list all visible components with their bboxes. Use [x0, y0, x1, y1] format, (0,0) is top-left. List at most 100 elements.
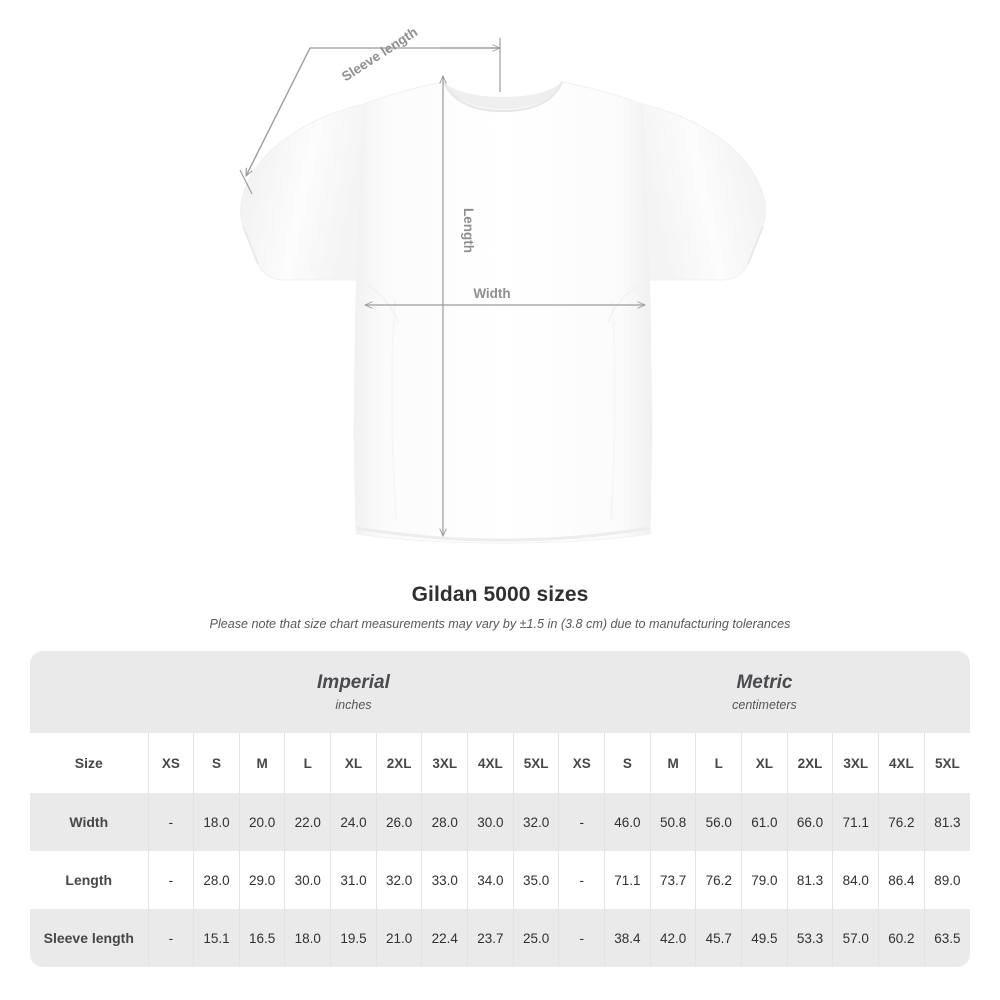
- tolerance-note: Please note that size chart measurements…: [209, 617, 791, 631]
- row-label-sleeve-length: Sleeve length: [30, 909, 148, 967]
- cell-sleeve-length-imperial-xl: 19.5: [330, 909, 377, 967]
- shirt-body: [353, 81, 653, 544]
- left-sleeve-hem: [242, 225, 259, 265]
- column-header-xs-metric: XS: [558, 733, 605, 793]
- cell-length-imperial-xl: 31.0: [330, 851, 377, 909]
- unit-header-imperial: Imperial inches: [148, 651, 559, 733]
- cell-sleeve-length-metric-5xl: 63.5: [923, 909, 970, 967]
- cell-length-metric-xs: -: [558, 851, 605, 909]
- column-header-2xl-imperial: 2XL: [375, 733, 422, 793]
- cell-width-imperial-4xl: 30.0: [467, 793, 514, 851]
- column-header-3xl-metric: 3XL: [832, 733, 879, 793]
- cell-width-imperial-2xl: 26.0: [375, 793, 422, 851]
- cell-sleeve-length-imperial-5xl: 25.0: [512, 909, 559, 967]
- column-header-size: Size: [30, 733, 148, 793]
- cell-sleeve-length-metric-s: 38.4: [604, 909, 651, 967]
- cell-width-imperial-3xl: 28.0: [421, 793, 468, 851]
- cell-sleeve-length-metric-2xl: 53.3: [786, 909, 833, 967]
- fold-armpit-left: [361, 281, 399, 323]
- tshirt-illustration: Sleeve length Length Width: [239, 24, 766, 544]
- tshirt-shape: [240, 81, 766, 544]
- size-chart-table-container: Imperial inches Metric centimeters Size XS S M L…: [30, 651, 970, 967]
- cell-width-imperial-l: 22.0: [284, 793, 331, 851]
- unit-subtitle: centimeters: [732, 697, 797, 712]
- column-header-4xl-imperial: 4XL: [467, 733, 514, 793]
- column-header-xl-metric: XL: [741, 733, 788, 793]
- length-label: Length: [461, 208, 476, 253]
- cell-sleeve-length-metric-l: 45.7: [695, 909, 742, 967]
- cell-length-imperial-xs: -: [147, 851, 194, 909]
- page-title: Gildan 5000 sizes: [411, 583, 589, 606]
- cell-length-imperial-4xl: 34.0: [467, 851, 514, 909]
- unit-row-spacer: [30, 651, 148, 733]
- hem-shadow: [355, 526, 651, 542]
- column-header-l-imperial: L: [284, 733, 331, 793]
- cell-width-imperial-5xl: 32.0: [512, 793, 559, 851]
- cell-sleeve-length-metric-m: 42.0: [649, 909, 696, 967]
- sleeve-length-tick-end: [239, 169, 253, 195]
- cell-sleeve-length-imperial-m: 16.5: [238, 909, 285, 967]
- cell-length-metric-5xl: 89.0: [923, 851, 970, 909]
- cell-sleeve-length-metric-3xl: 57.0: [832, 909, 879, 967]
- cell-width-imperial-xl: 24.0: [330, 793, 377, 851]
- row-label-width: Width: [30, 793, 148, 851]
- cell-sleeve-length-imperial-s: 15.1: [193, 909, 240, 967]
- fold-left: [391, 299, 397, 521]
- cell-length-imperial-s: 28.0: [193, 851, 240, 909]
- table-row: Length -28.0 29.0 30.0 31.0 32.0 33.0 34.0 35.0-…: [30, 851, 970, 909]
- cell-width-metric-3xl: 71.1: [832, 793, 879, 851]
- cell-width-metric-xl: 61.0: [741, 793, 788, 851]
- column-header-3xl-imperial: 3XL: [421, 733, 468, 793]
- cell-width-metric-l: 56.0: [695, 793, 742, 851]
- cell-width-imperial-m: 20.0: [238, 793, 285, 851]
- cell-width-metric-5xl: 81.3: [923, 793, 970, 851]
- cell-length-imperial-l: 30.0: [284, 851, 331, 909]
- row-label-length: Length: [30, 851, 148, 909]
- unit-header-metric: Metric centimeters: [558, 651, 970, 733]
- column-header-m-metric: M: [649, 733, 696, 793]
- column-header-4xl-metric: 4XL: [878, 733, 925, 793]
- unit-header-row: Imperial inches Metric centimeters: [30, 651, 970, 733]
- unit-subtitle: inches: [335, 697, 372, 712]
- cell-sleeve-length-imperial-xs: -: [147, 909, 194, 967]
- cell-length-metric-2xl: 81.3: [786, 851, 833, 909]
- cell-width-metric-2xl: 66.0: [786, 793, 833, 851]
- column-header-l-metric: L: [695, 733, 742, 793]
- cell-length-metric-3xl: 84.0: [832, 851, 879, 909]
- fold-right: [610, 299, 616, 521]
- cell-length-imperial-m: 29.0: [238, 851, 285, 909]
- sleeve-length-line-arrow-left: [245, 47, 311, 176]
- size-chart-table: Imperial inches Metric centimeters Size XS S M L…: [30, 651, 970, 967]
- unit-name: Metric: [736, 671, 793, 693]
- cell-width-imperial-xs: -: [147, 793, 194, 851]
- cell-length-metric-l: 76.2: [695, 851, 742, 909]
- cell-length-metric-s: 71.1: [604, 851, 651, 909]
- cell-width-metric-m: 50.8: [649, 793, 696, 851]
- cell-sleeve-length-imperial-l: 18.0: [284, 909, 331, 967]
- left-sleeve: [240, 103, 365, 281]
- cell-sleeve-length-metric-xl: 49.5: [741, 909, 788, 967]
- cell-sleeve-length-metric-4xl: 60.2: [878, 909, 925, 967]
- column-header-xl-imperial: XL: [330, 733, 377, 793]
- column-header-s-metric: S: [604, 733, 651, 793]
- cell-length-metric-xl: 79.0: [741, 851, 788, 909]
- unit-name: Imperial: [317, 671, 390, 693]
- column-header-5xl-imperial: 5XL: [512, 733, 559, 793]
- size-header-row: Size XS S M L XL 2XL 3XL 4XL 5XL XS S M L XL 2XL 3XL 4XL 5…: [30, 733, 970, 793]
- column-header-m-imperial: M: [238, 733, 285, 793]
- cell-sleeve-length-imperial-2xl: 21.0: [375, 909, 422, 967]
- cell-length-metric-m: 73.7: [649, 851, 696, 909]
- neckline: [442, 81, 564, 113]
- cell-width-imperial-s: 18.0: [193, 793, 240, 851]
- cell-width-metric-4xl: 76.2: [878, 793, 925, 851]
- width-label: Width: [473, 286, 510, 301]
- column-header-s-imperial: S: [193, 733, 240, 793]
- cell-length-metric-4xl: 86.4: [878, 851, 925, 909]
- sleeve-length-label: Sleeve length: [339, 24, 420, 84]
- cell-length-imperial-2xl: 32.0: [375, 851, 422, 909]
- table-row: Sleeve length -15.1 16.5 18.0 19.5 21.0 22.4 23…: [30, 909, 970, 967]
- column-header-5xl-metric: 5XL: [923, 733, 970, 793]
- column-header-xs-imperial: XS: [147, 733, 194, 793]
- right-sleeve: [641, 103, 766, 281]
